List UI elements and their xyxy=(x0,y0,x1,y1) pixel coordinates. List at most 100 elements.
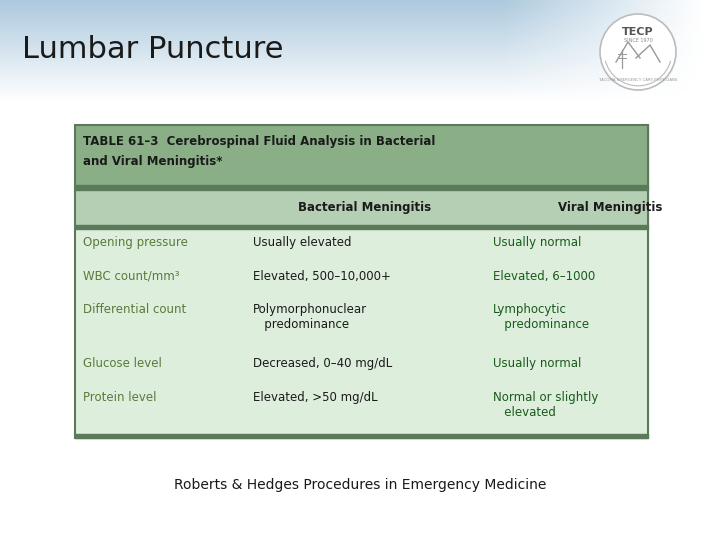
Bar xyxy=(508,32,512,33)
Bar xyxy=(560,22,564,23)
Bar xyxy=(0,74,500,75)
Bar xyxy=(636,60,640,61)
Bar xyxy=(696,38,700,39)
Bar xyxy=(648,21,652,22)
Bar xyxy=(596,88,600,89)
Bar xyxy=(548,67,552,68)
Bar xyxy=(680,86,684,87)
Bar xyxy=(544,39,548,40)
Bar xyxy=(664,51,668,52)
Bar xyxy=(672,25,676,26)
Bar xyxy=(592,52,596,53)
Bar xyxy=(644,31,648,32)
Bar xyxy=(532,1,536,2)
Bar xyxy=(548,16,552,17)
Bar xyxy=(624,90,628,91)
Bar xyxy=(0,78,500,79)
Bar xyxy=(632,35,636,36)
Bar xyxy=(548,63,552,64)
Bar xyxy=(596,43,600,44)
Bar xyxy=(588,7,592,8)
Bar xyxy=(568,42,572,43)
Bar xyxy=(560,72,564,73)
Bar xyxy=(652,4,656,5)
Bar xyxy=(520,40,524,41)
Bar xyxy=(620,60,624,61)
Bar xyxy=(692,5,696,6)
Bar xyxy=(636,67,640,68)
Bar xyxy=(500,8,504,9)
Bar xyxy=(660,16,664,17)
Bar xyxy=(568,45,572,46)
Bar xyxy=(516,69,520,70)
Bar xyxy=(528,36,532,37)
Bar xyxy=(692,19,696,20)
Bar xyxy=(588,18,592,19)
Bar xyxy=(604,89,608,90)
Bar xyxy=(668,54,672,55)
Bar xyxy=(512,29,516,30)
Bar xyxy=(0,93,500,94)
Bar xyxy=(532,75,536,76)
Bar xyxy=(600,11,604,12)
Bar xyxy=(588,17,592,18)
Bar xyxy=(652,98,656,99)
Bar xyxy=(692,58,696,59)
Bar xyxy=(688,42,692,43)
Bar xyxy=(656,79,660,80)
Bar xyxy=(596,71,600,72)
Bar xyxy=(640,67,644,68)
Bar xyxy=(556,92,560,93)
Bar xyxy=(580,15,584,16)
Bar xyxy=(672,31,676,32)
Bar xyxy=(512,24,516,25)
Bar xyxy=(628,90,632,91)
Bar xyxy=(612,93,616,94)
Bar xyxy=(600,34,604,35)
Bar xyxy=(676,6,680,7)
Bar xyxy=(640,35,644,36)
Bar xyxy=(572,36,576,37)
Bar xyxy=(628,31,632,32)
Bar xyxy=(600,25,604,26)
Bar xyxy=(588,69,592,70)
Bar xyxy=(664,95,668,96)
Bar xyxy=(696,77,700,78)
Bar xyxy=(656,52,660,53)
Bar xyxy=(596,47,600,48)
Bar xyxy=(628,71,632,72)
Bar xyxy=(676,30,680,31)
Bar xyxy=(676,59,680,60)
Bar xyxy=(532,87,536,88)
Bar xyxy=(596,0,600,1)
Bar xyxy=(572,93,576,94)
Bar xyxy=(540,72,544,73)
Bar xyxy=(500,72,504,73)
Bar xyxy=(628,46,632,47)
Bar xyxy=(620,76,624,77)
Bar xyxy=(664,70,668,71)
Bar xyxy=(660,50,664,51)
Text: Elevated, 500–10,000+: Elevated, 500–10,000+ xyxy=(253,269,391,283)
Bar xyxy=(588,81,592,82)
Bar xyxy=(568,74,572,75)
Bar xyxy=(632,85,636,86)
Bar xyxy=(544,49,548,50)
Bar xyxy=(664,50,668,51)
Bar xyxy=(672,43,676,44)
Bar xyxy=(608,3,612,4)
Bar xyxy=(668,89,672,90)
Bar xyxy=(692,49,696,50)
Bar xyxy=(600,69,604,70)
Bar xyxy=(664,37,668,38)
Bar xyxy=(680,61,684,62)
Bar xyxy=(684,21,688,22)
Bar xyxy=(696,48,700,49)
Bar xyxy=(676,12,680,13)
Bar xyxy=(620,24,624,25)
Bar xyxy=(580,50,584,51)
Bar xyxy=(588,28,592,29)
Bar xyxy=(564,99,568,100)
Bar xyxy=(664,55,668,56)
Bar xyxy=(648,69,652,70)
